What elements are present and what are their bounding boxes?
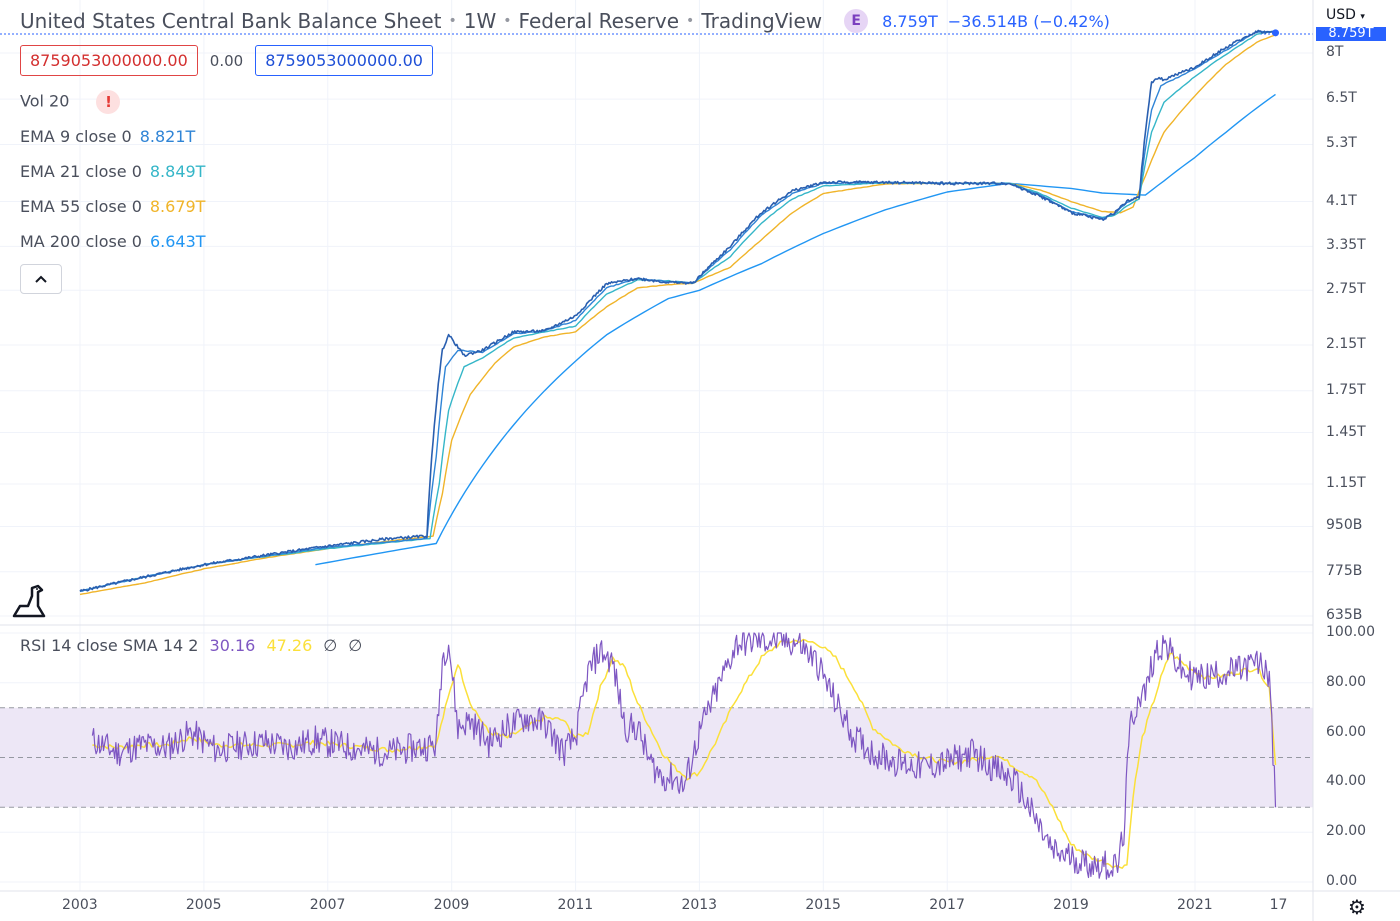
legend-rsi[interactable]: RSI 14 close SMA 14 2 30.16 47.26 ∅ ∅ bbox=[20, 636, 362, 655]
rsi-axis-label: 40.00 bbox=[1326, 773, 1367, 790]
rsi-series-layer bbox=[91, 632, 1277, 880]
series-price-line bbox=[79, 29, 1276, 592]
price-axis-label: 775B bbox=[1326, 562, 1363, 579]
legend-label: Vol 20 bbox=[20, 91, 70, 111]
rsi-axis-label: 80.00 bbox=[1326, 673, 1367, 690]
sell-value-box[interactable]: 8759053000000.00 bbox=[20, 45, 198, 76]
price-axis-label: 950B bbox=[1326, 517, 1363, 534]
platform-label: TradingView bbox=[701, 9, 823, 33]
time-axis-label: 2005 bbox=[185, 897, 222, 913]
interval-label[interactable]: 1W bbox=[463, 9, 497, 33]
time-axis-label: 2011 bbox=[557, 897, 594, 913]
buy-value-box[interactable]: 8759053000000.00 bbox=[255, 45, 433, 76]
rsi-axis-label: 60.00 bbox=[1326, 723, 1367, 740]
series-ema9-line bbox=[79, 30, 1276, 592]
gear-icon[interactable]: ⚙ bbox=[1348, 895, 1366, 919]
time-axis-label: 2007 bbox=[309, 897, 346, 913]
legend-value: 8.679T bbox=[149, 197, 206, 216]
price-axis-label: 1.15T bbox=[1326, 475, 1366, 492]
rsi-axis-label: 100.00 bbox=[1326, 624, 1375, 640]
symbol-title[interactable]: United States Central Bank Balance Sheet bbox=[20, 9, 442, 33]
price-series-layer bbox=[79, 29, 1276, 596]
price-axis-label: 4.1T bbox=[1326, 192, 1357, 209]
legend-label: EMA 21 close 0 bbox=[20, 162, 142, 181]
chevron-down-icon: ▾ bbox=[1360, 12, 1365, 22]
time-axis-label: 2017 bbox=[929, 897, 965, 913]
tradingview-dinosaur-icon[interactable] bbox=[10, 582, 50, 624]
legend-label: EMA 55 close 0 bbox=[20, 197, 142, 216]
collapse-legend-button[interactable] bbox=[20, 264, 62, 294]
rsi-guide-lines bbox=[0, 707, 1313, 808]
warning-icon[interactable]: ! bbox=[96, 90, 121, 114]
last-price-tag: 8.759T bbox=[1316, 27, 1386, 41]
separator-dot: • bbox=[448, 13, 457, 29]
price-axis-label: 3.35T bbox=[1326, 237, 1366, 254]
chart-title-bar: United States Central Bank Balance Sheet… bbox=[20, 6, 1110, 36]
source-label: Federal Reserve bbox=[518, 9, 680, 33]
time-axis-label: 2021 bbox=[1177, 897, 1213, 913]
price-axis-label: 1.75T bbox=[1326, 381, 1366, 398]
legend-value: 8.821T bbox=[139, 127, 196, 146]
currency-selector[interactable]: USD ▾ bbox=[1326, 7, 1365, 23]
price-axis-label: 2.15T bbox=[1326, 335, 1366, 352]
last-value: 8.759T bbox=[882, 11, 938, 31]
legend-value: 8.849T bbox=[149, 162, 206, 181]
time-axis-label: 2003 bbox=[62, 897, 98, 913]
value-boxes: 8759053000000.00 0.00 8759053000000.00 bbox=[20, 45, 433, 76]
price-axis-label: 1.45T bbox=[1326, 423, 1366, 440]
legend-value: 6.643T bbox=[149, 232, 206, 251]
chevron-up-icon bbox=[35, 275, 47, 283]
legend-label: RSI 14 close SMA 14 2 bbox=[20, 636, 199, 655]
grid-lines bbox=[0, 0, 1313, 891]
separator-dot: • bbox=[503, 13, 512, 29]
na-value: ∅ bbox=[323, 636, 338, 655]
price-axis-label: 8T bbox=[1326, 44, 1344, 60]
legend-ma200[interactable]: MA 200 close 0 6.643T bbox=[20, 232, 206, 251]
change-value: −36.514B (−0.42%) bbox=[947, 11, 1110, 31]
time-axis-label: 17 bbox=[1269, 897, 1288, 913]
legend-label: EMA 9 close 0 bbox=[20, 127, 132, 146]
legend-label: MA 200 close 0 bbox=[20, 232, 142, 251]
series-ma200-line bbox=[315, 93, 1276, 566]
legend-ema55[interactable]: EMA 55 close 0 8.679T bbox=[20, 197, 205, 216]
rsi-value: 30.16 bbox=[209, 636, 256, 655]
rsi-axis-label: 0.00 bbox=[1326, 873, 1358, 889]
separator-dot: • bbox=[686, 13, 695, 29]
rsi-sma-value: 47.26 bbox=[266, 636, 313, 655]
price-axis-label: 2.75T bbox=[1326, 281, 1366, 298]
rsi-axis-label: 20.00 bbox=[1326, 823, 1367, 840]
series-ema55-line bbox=[79, 34, 1276, 596]
na-value: ∅ bbox=[348, 636, 363, 655]
series-rsi-line bbox=[91, 632, 1277, 880]
legend-ema21[interactable]: EMA 21 close 0 8.849T bbox=[20, 162, 205, 181]
price-axis-label: 635B bbox=[1326, 607, 1363, 623]
legend-volume[interactable]: Vol 20 ! bbox=[20, 90, 121, 114]
price-axis-label: 6.5T bbox=[1326, 90, 1357, 107]
series-ema21-line bbox=[79, 29, 1276, 592]
time-axis-label: 2015 bbox=[805, 897, 841, 913]
time-axis-label: 2019 bbox=[1053, 897, 1089, 913]
last-price-dot bbox=[1272, 29, 1280, 37]
time-axis-label: 2013 bbox=[681, 897, 718, 913]
price-axis-label: 5.3T bbox=[1326, 135, 1357, 152]
currency-label: USD bbox=[1326, 7, 1356, 23]
spread-value: 0.00 bbox=[209, 51, 244, 70]
economic-data-badge[interactable]: E bbox=[844, 9, 869, 33]
time-axis-label: 2009 bbox=[433, 897, 470, 913]
legend-ema9[interactable]: EMA 9 close 0 8.821T bbox=[20, 127, 195, 146]
series-rsi-sma-line bbox=[92, 638, 1277, 869]
